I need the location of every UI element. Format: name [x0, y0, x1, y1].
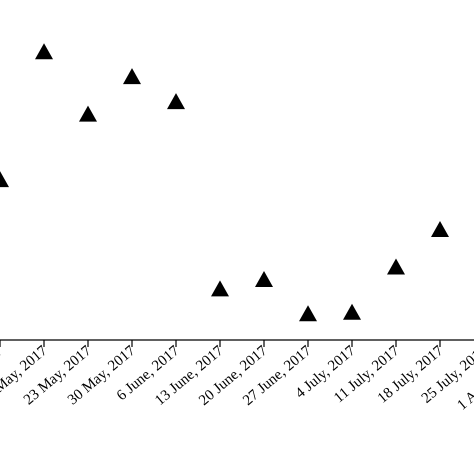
- data-point-triangle: [211, 280, 229, 297]
- data-point-triangle: [0, 171, 9, 188]
- data-point-triangle: [343, 303, 361, 320]
- data-point-triangle: [79, 105, 97, 122]
- data-point-triangle: [35, 43, 53, 60]
- data-point-triangle: [255, 270, 273, 287]
- data-points: [0, 43, 449, 322]
- data-point-triangle: [123, 68, 141, 85]
- x-axis-ticks: [0, 340, 441, 347]
- data-point-triangle: [387, 258, 405, 275]
- data-point-triangle: [431, 221, 449, 238]
- data-point-triangle: [299, 305, 317, 322]
- data-point-triangle: [167, 93, 185, 110]
